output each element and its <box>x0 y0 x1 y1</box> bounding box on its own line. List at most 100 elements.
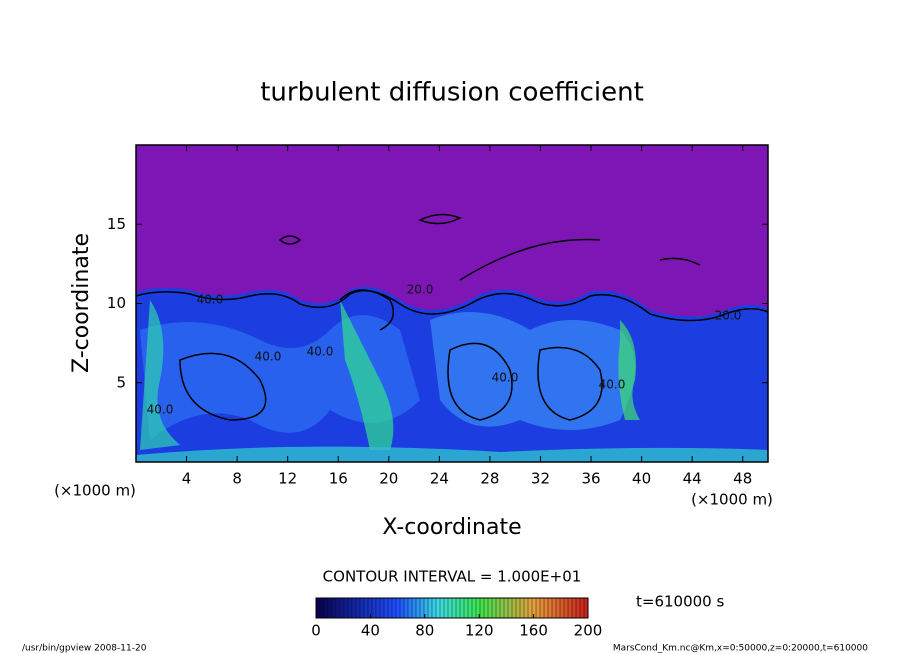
x-tick-label: 48 <box>733 470 752 488</box>
colorbar-cell <box>584 598 589 618</box>
colorbar-cell <box>344 598 349 618</box>
colorbar-cell <box>580 598 585 618</box>
colorbar-cell <box>384 598 389 618</box>
contour-label: 40.0 <box>147 403 174 417</box>
time-label: t=610000 s <box>636 593 724 611</box>
colorbar-cell <box>324 598 329 618</box>
colorbar-cell <box>376 598 381 618</box>
colorbar-tick-label: 0 <box>311 622 321 640</box>
y-axis-label: Z-coordinate <box>69 233 94 373</box>
colorbar-cell <box>400 598 405 618</box>
colorbar-tick-label: 80 <box>415 622 434 640</box>
colorbar-cell <box>564 598 569 618</box>
colorbar-cell <box>424 598 429 618</box>
colorbar-cell <box>576 598 581 618</box>
colorbar-frame <box>315 597 589 619</box>
colorbar-cell <box>416 598 421 618</box>
x-tick-label: 24 <box>430 470 449 488</box>
colorbar-tick-label: 200 <box>574 622 603 640</box>
contour-label: 40.0 <box>197 293 224 307</box>
x-tick-label: 36 <box>581 470 600 488</box>
colorbar-cell <box>412 598 417 618</box>
colorbar-cell <box>516 598 521 618</box>
colorbar-cell <box>396 598 401 618</box>
colorbar-cell <box>488 598 493 618</box>
field <box>136 145 768 462</box>
colorbar-cell <box>504 598 509 618</box>
colorbar-cell <box>336 598 341 618</box>
contour-label: 40.0 <box>599 378 626 392</box>
colorbar-cell <box>528 598 533 618</box>
colorbar-cell <box>380 598 385 618</box>
colorbar-tick-label: 160 <box>519 622 548 640</box>
footer-right: MarsCond_Km.nc@Km,x=0:50000,z=0:20000,t=… <box>613 644 868 654</box>
colorbar-cell <box>372 598 377 618</box>
colorbar-tick-label: 120 <box>465 622 494 640</box>
colorbar-cell <box>432 598 437 618</box>
x-tick-label: 8 <box>232 470 242 488</box>
colorbar-cell <box>440 598 445 618</box>
contour-interval: CONTOUR INTERVAL = 1.000E+01 <box>323 568 582 586</box>
x-unit-right: (×1000 m) <box>691 491 773 509</box>
colorbar-cell <box>332 598 337 618</box>
colorbar-cell <box>444 598 449 618</box>
colorbar-cell <box>544 598 549 618</box>
colorbar-cell <box>548 598 553 618</box>
colorbar-cell <box>492 598 497 618</box>
colorbar-cell <box>448 598 453 618</box>
x-tick-label: 4 <box>182 470 192 488</box>
colorbar-cell <box>368 598 373 618</box>
colorbar-cell <box>540 598 545 618</box>
colorbar-cell <box>476 598 481 618</box>
colorbar-tick-label: 40 <box>361 622 380 640</box>
colorbar-cell <box>500 598 505 618</box>
colorbar-cell <box>568 598 573 618</box>
x-tick-label: 16 <box>329 470 348 488</box>
colorbar-cell <box>480 598 485 618</box>
x-tick-label: 12 <box>278 470 297 488</box>
colorbar-cell <box>436 598 441 618</box>
chart-title: turbulent diffusion coefficient <box>260 78 644 108</box>
colorbar-cell <box>352 598 357 618</box>
contour-label: 40.0 <box>307 345 334 359</box>
colorbar-cell <box>364 598 369 618</box>
colorbar-cell <box>320 598 325 618</box>
colorbar-cell <box>404 598 409 618</box>
colorbar-cell <box>508 598 513 618</box>
y-tick-label: 10 <box>107 294 126 312</box>
x-unit-left: (×1000 m) <box>54 482 136 500</box>
footer-left: /usr/bin/gpview 2008-11-20 <box>22 644 147 654</box>
contour-label: 20.0 <box>715 309 742 323</box>
colorbar-cell <box>356 598 361 618</box>
colorbar-cell <box>512 598 517 618</box>
x-tick-label: 28 <box>480 470 499 488</box>
colorbar-cell <box>460 598 465 618</box>
y-tick-label: 15 <box>107 215 126 233</box>
colorbar-cell <box>420 598 425 618</box>
colorbar-cell <box>572 598 577 618</box>
colorbar-cell <box>468 598 473 618</box>
colorbar-cell <box>556 598 561 618</box>
colorbar-cell <box>496 598 501 618</box>
contour-label: 40.0 <box>492 371 519 385</box>
x-tick-label: 44 <box>683 470 702 488</box>
colorbar-cell <box>524 598 529 618</box>
colorbar-cell <box>340 598 345 618</box>
contour-label: 20.0 <box>407 283 434 297</box>
contour-label: 40.0 <box>255 350 282 364</box>
colorbar-cell <box>392 598 397 618</box>
colorbar-cell <box>560 598 565 618</box>
colorbar-cell <box>472 598 477 618</box>
colorbar-cell <box>456 598 461 618</box>
colorbar-cell <box>316 598 321 618</box>
colorbar-cell <box>408 598 413 618</box>
colorbar-cell <box>388 598 393 618</box>
colorbar-cell <box>452 598 457 618</box>
colorbar-cell <box>328 598 333 618</box>
colorbar-cell <box>532 598 537 618</box>
colorbar-cell <box>348 598 353 618</box>
x-axis-label: X-coordinate <box>382 515 521 540</box>
colorbar-cell <box>360 598 365 618</box>
